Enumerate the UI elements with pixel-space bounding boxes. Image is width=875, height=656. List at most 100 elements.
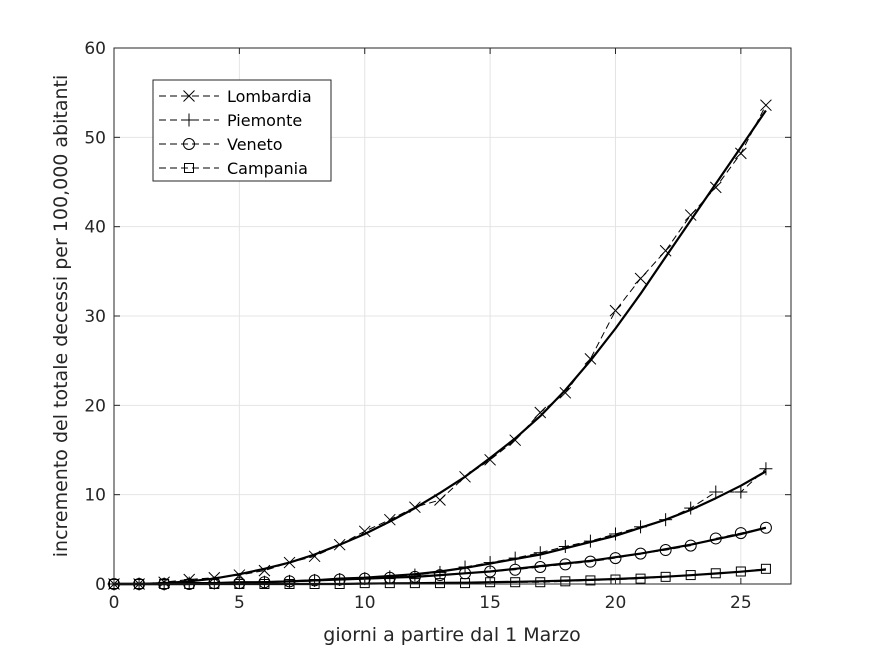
data-point-campania bbox=[460, 578, 471, 589]
data-point-campania bbox=[535, 577, 546, 588]
data-point-lombardia bbox=[383, 513, 396, 526]
data-point-veneto bbox=[659, 544, 672, 557]
data-point-lombardia bbox=[709, 181, 722, 194]
data-point-veneto bbox=[534, 561, 547, 574]
data-point-veneto bbox=[383, 571, 396, 584]
data-point-veneto bbox=[684, 539, 697, 552]
data-point-campania bbox=[485, 577, 496, 588]
data-point-campania bbox=[710, 568, 721, 579]
data-point-veneto bbox=[308, 574, 321, 587]
legend-item-lombardia: Lombardia bbox=[159, 87, 312, 106]
legend-label: Campania bbox=[227, 159, 308, 178]
data-point-veneto bbox=[408, 570, 421, 583]
data-point-piemonte bbox=[659, 513, 673, 527]
data-point-piemonte bbox=[558, 539, 572, 553]
data-point-piemonte bbox=[408, 568, 422, 582]
data-point-campania bbox=[635, 573, 646, 584]
y-tick-label: 20 bbox=[84, 396, 106, 416]
series-markers bbox=[107, 99, 773, 591]
y-ticks: 0 10 20 30 40 50 60 bbox=[84, 39, 791, 595]
x-axis-label: giorni a partire dal 1 Marzo bbox=[323, 624, 580, 646]
data-point-lombardia bbox=[634, 272, 647, 285]
data-point-lombardia bbox=[534, 406, 547, 419]
data-point-lombardia bbox=[734, 147, 747, 160]
data-point-lombardia bbox=[609, 304, 622, 317]
legend-box bbox=[152, 79, 332, 182]
data-point-lombardia bbox=[584, 353, 597, 365]
data-point-campania bbox=[735, 566, 746, 577]
data-point-veneto bbox=[559, 558, 572, 571]
data-point-piemonte bbox=[533, 546, 547, 560]
data-point-piemonte bbox=[483, 556, 497, 570]
x-tick-label: 0 bbox=[109, 593, 120, 613]
x-tick-label: 25 bbox=[730, 593, 752, 613]
y-tick-label: 10 bbox=[84, 486, 106, 506]
legend-marker bbox=[184, 163, 194, 173]
fit-line-lombardia bbox=[114, 109, 767, 586]
data-point-veneto bbox=[734, 527, 747, 540]
legend-marker bbox=[182, 113, 196, 127]
y-tick-label: 0 bbox=[95, 575, 106, 595]
data-point-veneto bbox=[584, 555, 597, 568]
data-point-lombardia bbox=[409, 501, 421, 514]
x-tick-label: 10 bbox=[354, 593, 376, 613]
legend-label: Piemonte bbox=[227, 111, 302, 130]
data-point-campania bbox=[409, 578, 420, 589]
data-point-veneto bbox=[433, 569, 446, 582]
x-tick-label: 15 bbox=[479, 593, 501, 613]
data-point-lombardia bbox=[358, 525, 371, 538]
data-point-veneto bbox=[283, 575, 296, 588]
data-point-campania bbox=[585, 575, 596, 586]
data-point-campania bbox=[685, 570, 696, 581]
data-point-piemonte bbox=[583, 534, 597, 548]
data-point-lombardia bbox=[308, 550, 321, 563]
data-point-lombardia bbox=[459, 470, 471, 483]
data-point-veneto bbox=[258, 576, 271, 589]
data-point-piemonte bbox=[709, 485, 723, 499]
data-point-lombardia bbox=[484, 453, 496, 466]
series-line-veneto bbox=[114, 527, 767, 585]
legend-marker bbox=[183, 90, 195, 102]
data-point-piemonte bbox=[759, 462, 773, 476]
legend-label: Lombardia bbox=[227, 87, 312, 106]
data-point-lombardia bbox=[434, 494, 446, 506]
y-tick-label: 60 bbox=[84, 39, 106, 59]
data-point-campania bbox=[434, 578, 445, 589]
data-point-lombardia bbox=[258, 564, 271, 577]
x-ticks: 0 5 10 15 20 25 bbox=[109, 48, 752, 613]
legend-label: Veneto bbox=[227, 135, 283, 154]
data-point-veneto bbox=[609, 552, 622, 565]
x-tick-label: 5 bbox=[234, 593, 245, 613]
data-point-piemonte bbox=[634, 520, 648, 534]
data-point-piemonte bbox=[508, 551, 522, 565]
data-point-campania bbox=[384, 578, 395, 589]
data-point-veneto bbox=[759, 521, 772, 534]
data-point-lombardia bbox=[333, 538, 346, 551]
data-point-lombardia bbox=[509, 434, 522, 447]
data-point-piemonte bbox=[734, 485, 748, 499]
data-point-campania bbox=[560, 576, 571, 587]
y-tick-label: 50 bbox=[84, 128, 106, 148]
legend-item-piemonte: Piemonte bbox=[159, 111, 302, 130]
data-point-veneto bbox=[509, 563, 522, 576]
data-point-campania bbox=[660, 571, 671, 582]
data-point-piemonte bbox=[608, 527, 622, 541]
data-point-lombardia bbox=[684, 209, 697, 221]
data-point-piemonte bbox=[684, 501, 698, 515]
data-point-lombardia bbox=[283, 556, 296, 569]
data-point-piemonte bbox=[458, 560, 472, 574]
data-point-lombardia bbox=[760, 99, 772, 112]
data-point-veneto bbox=[484, 565, 497, 578]
data-point-campania bbox=[510, 577, 521, 588]
data-point-campania bbox=[760, 563, 771, 574]
series-line-campania bbox=[114, 568, 766, 585]
legend-item-campania: Campania bbox=[159, 159, 308, 178]
data-point-veneto bbox=[634, 547, 647, 560]
legend-item-veneto: Veneto bbox=[159, 135, 283, 154]
y-axis-label: incremento del totale decessi per 100,00… bbox=[50, 75, 72, 558]
x-tick-label: 20 bbox=[605, 593, 627, 613]
data-point-veneto bbox=[709, 532, 722, 545]
legend: Lombardia Piemonte Veneto Campania bbox=[152, 79, 332, 182]
y-tick-label: 40 bbox=[84, 218, 106, 238]
